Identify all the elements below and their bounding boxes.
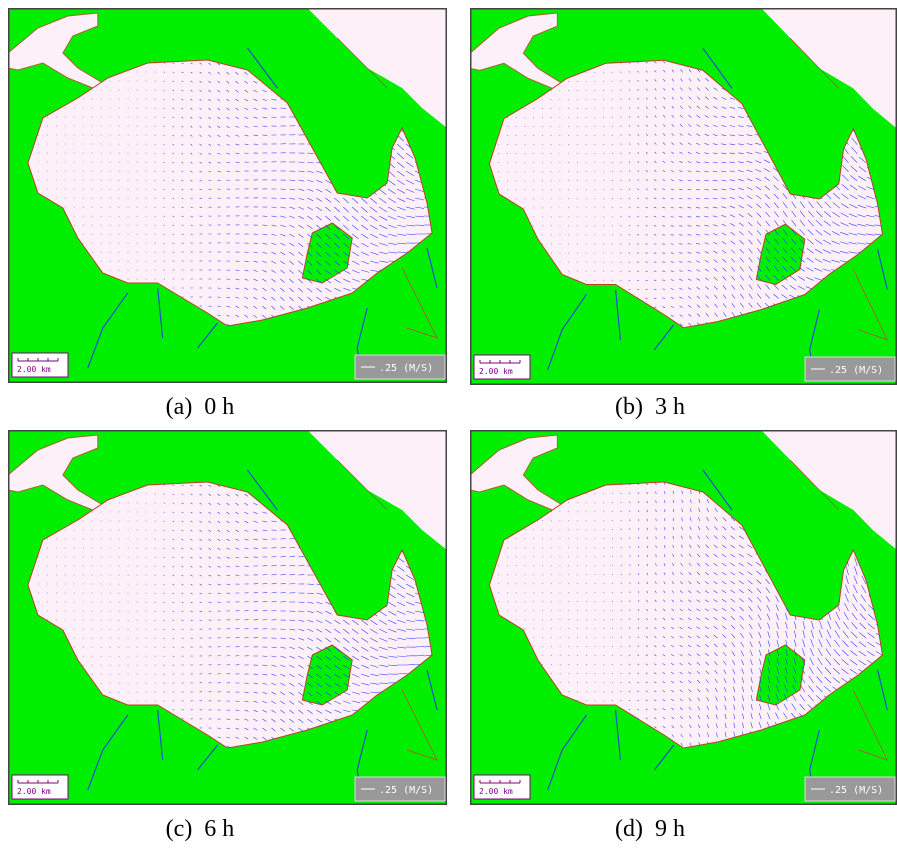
velocity-label: .25 (M/S) [379,363,433,374]
map [470,8,897,385]
caption: (c) 6 h [50,816,350,843]
map-panel: 2.00 km .25 (M/S) [470,8,897,385]
scale-label: 2.00 km [479,787,513,796]
scale-label: 2.00 km [17,365,51,374]
velocity-label: .25 (M/S) [379,785,433,796]
map [8,430,447,805]
map [8,8,447,383]
scale-label: 2.00 km [17,787,51,796]
velocity-label: .25 (M/S) [829,365,883,376]
caption: (b) 3 h [500,394,800,421]
map-panel: 2.00 km .25 (M/S) [8,8,447,383]
map-panel: 2.00 km .25 (M/S) [8,430,447,805]
velocity-label: .25 (M/S) [829,785,883,796]
caption: (a) 0 h [50,394,350,421]
scale-label: 2.00 km [479,367,513,376]
figure: 2.00 km .25 (M/S) (a) 0 h 2.00 km .25 (M/S) (… [0,0,897,850]
map [470,430,897,805]
caption: (d) 9 h [500,816,800,843]
map-panel: 2.00 km .25 (M/S) [470,430,897,805]
